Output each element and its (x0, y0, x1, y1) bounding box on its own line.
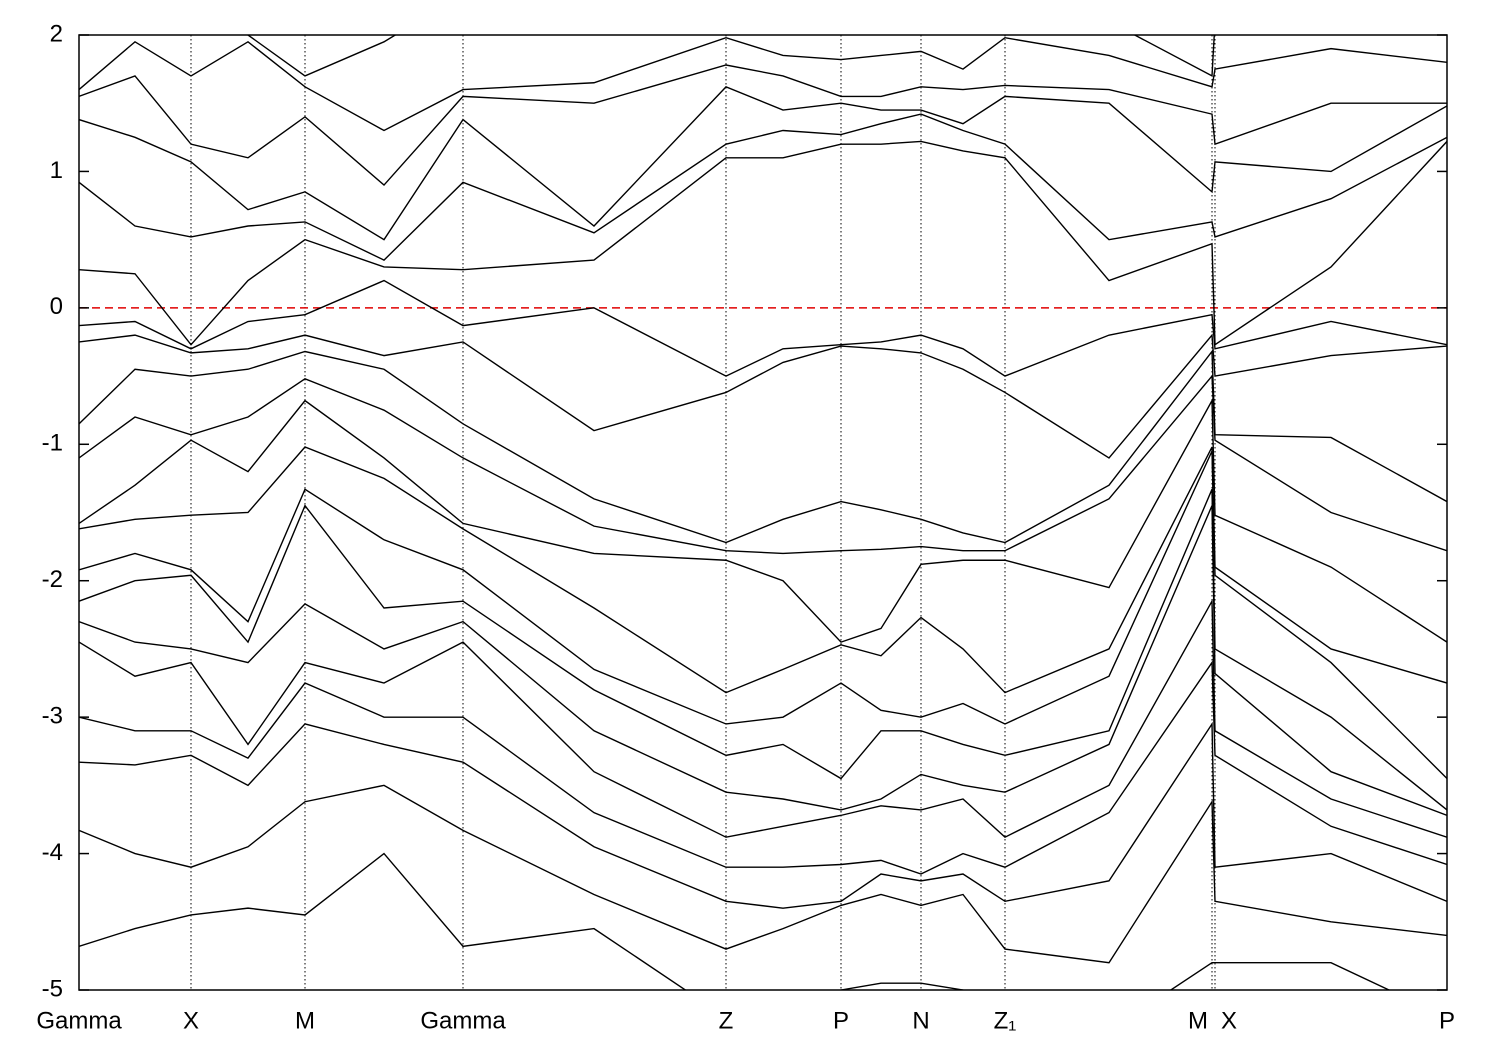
band-line (79, 784, 1447, 964)
bands (79, 35, 1447, 990)
grid (78, 35, 1448, 990)
band-line (79, 374, 1447, 555)
y-tick-label: -3 (42, 702, 63, 729)
band-line (79, 598, 1447, 839)
x-tick-label: X (183, 1007, 199, 1034)
band-line (79, 349, 1447, 544)
x-tick-label: Z (719, 1007, 734, 1034)
band-line (79, 852, 1391, 990)
band-line (79, 86, 1447, 241)
band-line (79, 489, 1447, 811)
band-line (79, 505, 1447, 817)
y-tick-label: -4 (42, 839, 63, 866)
band-line (79, 113, 1447, 261)
y-tick-label: 0 (50, 293, 63, 320)
x-tick-label: M (1188, 1007, 1208, 1034)
band-line (79, 36, 1447, 132)
band-line (79, 660, 1447, 875)
band-line (79, 333, 1447, 459)
band-line (79, 446, 1447, 694)
band-line (79, 398, 1447, 643)
x-tick-label: P (1439, 1007, 1455, 1034)
band-line (79, 279, 1447, 377)
y-tick-label: -1 (42, 430, 63, 457)
y-tick-label: -2 (42, 566, 63, 593)
plot-frame (78, 34, 1448, 991)
y-tick-label: -5 (42, 975, 63, 1002)
band-line (79, 721, 1447, 909)
x-tick-label: X (1221, 1007, 1237, 1034)
band-line (79, 140, 1447, 346)
y-tick-label: 2 (50, 20, 63, 47)
y-tick-label: 1 (50, 157, 63, 184)
x-tick-label: M (295, 1007, 315, 1034)
x-tick-label: Gamma (36, 1007, 122, 1034)
x-tick-label: N (912, 1007, 929, 1034)
x-tick-label: P (833, 1007, 849, 1034)
band-line (79, 64, 1447, 187)
band-line (79, 450, 1447, 780)
band-line (244, 35, 1215, 78)
x-tick-label: Z₁ (994, 1007, 1017, 1034)
x-tick-label: Gamma (420, 1007, 506, 1034)
